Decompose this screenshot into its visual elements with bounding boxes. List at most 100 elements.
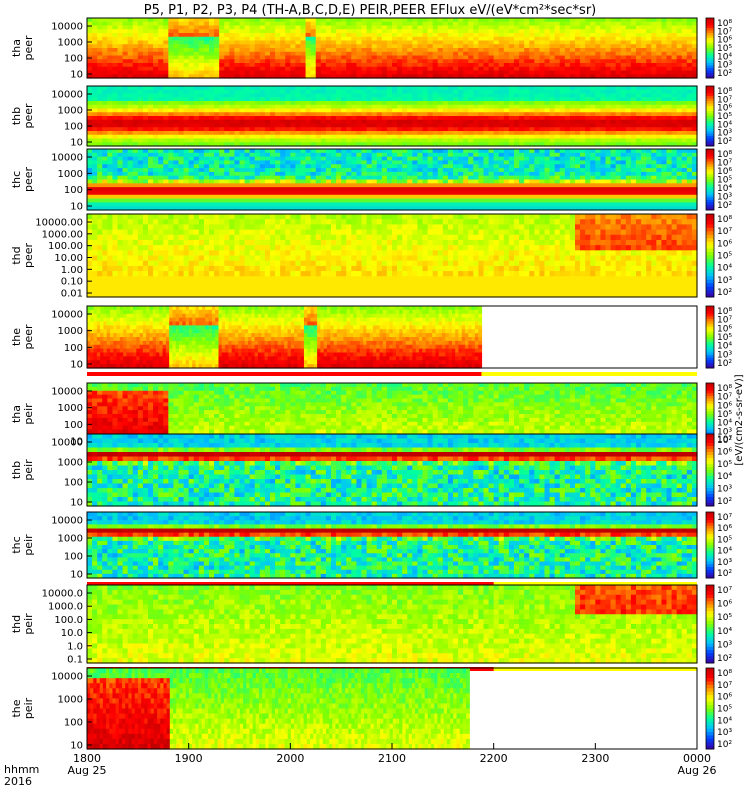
spectrogram-cell [392,119,398,125]
spectrogram-cell [432,134,439,140]
spectrogram-cell [417,63,424,68]
spectrogram-cell [508,93,515,98]
spectrogram-cell [264,156,271,162]
spectrogram-cell [351,187,358,192]
spectrogram-cell [239,168,246,173]
spectrogram-cell [183,149,190,154]
spectrogram-cell [244,131,251,136]
spectrogram-cell [178,70,185,75]
spectrogram-cell [402,187,408,192]
spectrogram-cell [300,36,307,42]
spectrogram-cell [569,66,576,72]
spectrogram-cell [107,104,114,110]
spectrogram-cell [646,29,652,34]
spectrogram-cell [488,59,495,64]
spectrogram-cell [249,44,256,49]
spectrogram-cell [259,25,266,30]
spectrogram-cell [437,138,444,143]
spectrogram-cell [625,48,632,53]
spectrogram-cell [407,25,413,30]
spectrogram-cell [661,142,668,147]
spectrogram-cell [254,206,261,211]
spectrogram-cell [290,127,297,132]
spectrogram-cell [519,29,525,34]
spectrogram-cell [239,40,246,45]
spectrogram-cell [300,206,307,211]
spectrogram-cell [346,108,352,113]
spectrogram-cell [366,179,373,184]
spectrogram-cell [142,142,149,147]
spectrogram-cell [132,138,139,143]
spectrogram-cell [691,33,698,38]
spectrogram-cell [498,48,505,53]
spectrogram-cell [346,179,352,184]
spectrogram-cell [214,48,220,53]
spectrogram-cell [356,18,363,23]
spectrogram-cell [132,183,139,188]
spectrogram-cell [112,29,119,34]
spectrogram-cell [137,179,144,184]
spectrogram-cell [188,138,195,143]
spectrogram-cell [366,134,373,140]
spectrogram-cell [636,116,642,121]
spectrogram-cell [188,123,195,128]
colorbar-segment [706,65,714,69]
spectrogram-cell [600,116,607,121]
spectrogram-cell [219,51,225,57]
spectrogram-cell [285,164,291,169]
spectrogram-cell [300,108,307,113]
spectrogram-cell [564,25,571,30]
spectrogram-cell [275,48,281,53]
spectrogram-cell [295,33,302,38]
spectrogram-cell [87,93,93,98]
spectrogram-cell [270,97,276,102]
spectrogram-cell [549,127,556,132]
spectrogram-cell [193,112,200,117]
spectrogram-cell [376,89,383,95]
spectrogram-cell [651,29,657,34]
spectrogram-cell [478,101,485,106]
spectrogram-cell [442,33,449,38]
spectrogram-cell [366,97,373,102]
spectrogram-cell [686,101,693,106]
spectrogram-cell [209,171,215,177]
spectrogram-cell [244,127,251,132]
spectrogram-cell [397,29,403,34]
spectrogram-cell [341,104,347,110]
spectrogram-cell [646,108,652,113]
spectrogram-cell [361,29,368,34]
colorbar-segment [706,20,714,24]
spectrogram-cell [534,18,541,23]
spectrogram-cell [580,63,586,68]
colorbar-segment [706,136,714,139]
spectrogram-cell [524,93,530,98]
spectrogram-cell [87,194,93,200]
spectrogram-cell [508,112,515,117]
spectrogram-cell [422,152,429,158]
spectrogram-cell [437,55,444,60]
spectrogram-cell [102,131,108,136]
spectrogram-cell [173,21,180,27]
spectrogram-cell [295,89,302,95]
spectrogram-cell [315,156,322,162]
spectrogram-cell [178,101,185,106]
spectrogram-cell [102,101,108,106]
spectrogram-cell [346,152,352,158]
spectrogram-cell [290,108,297,113]
spectrogram-cell [641,138,647,143]
spectrogram-cell [234,97,241,102]
spectrogram-cell [132,93,139,98]
spectrogram-cell [590,48,596,53]
spectrogram-cell [244,206,251,211]
spectrogram-cell [386,119,393,125]
spectrogram-cell [97,171,103,177]
spectrogram-cell [295,138,302,143]
spectrogram-cell [264,93,271,98]
spectrogram-cell [656,127,663,132]
spectrogram-cell [453,101,459,106]
spectrogram-cell [397,187,403,192]
spectrogram-cell [641,142,647,147]
spectrogram-cell [142,183,149,188]
spectrogram-cell [285,131,291,136]
spectrogram-cell [615,101,622,106]
